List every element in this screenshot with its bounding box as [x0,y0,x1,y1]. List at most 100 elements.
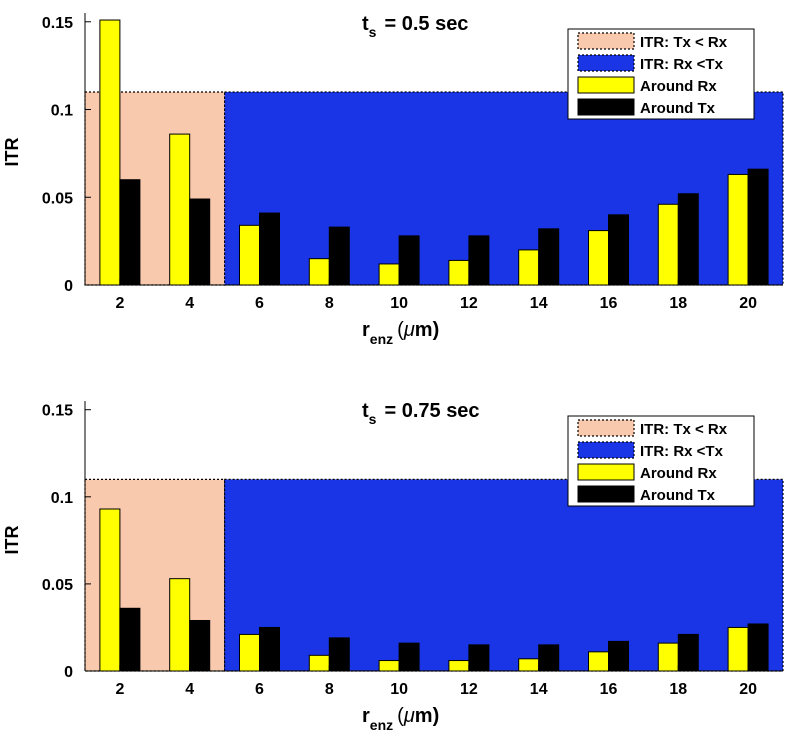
chart-title: ts = 0.75 sec [362,400,480,427]
y-tick-label: 0 [64,664,73,681]
x-tick-label: 8 [325,681,334,698]
xlabel-unit: m) [415,319,439,341]
bar-around-tx-8 [328,226,350,286]
bar-around-rx-12 [448,660,470,672]
legend-swatch-rx-lt-tx [577,54,635,72]
y-tick-label: 0.15 [42,403,73,420]
x-tick-label: 4 [185,295,194,312]
x-tick-label: 14 [530,295,548,312]
bar-around-tx-12 [468,644,490,672]
legend-swatch-around-tx [577,98,635,116]
bar-around-rx-4 [169,578,191,672]
y-axis-label: ITR [2,526,22,555]
region-rx-lt-tx [224,91,784,286]
x-tick-label: 6 [255,681,264,698]
y-ticks: 0 0.05 0.1 0.15 [42,15,91,295]
x-tick-label: 2 [115,681,124,698]
bars [99,508,769,672]
xlabel-subscript: enz [370,717,393,733]
bar-around-rx-14 [518,249,540,286]
bar-around-tx-14 [538,644,560,672]
bar-around-rx-8 [308,654,330,672]
legend-label-rx-lt-tx: ITR: Rx <Tx [640,56,724,73]
legend-swatch-tx-lt-rx [577,419,635,437]
bar-around-rx-16 [588,230,609,286]
bar-around-tx-10 [398,235,420,286]
x-tick-label: 16 [600,295,618,312]
legend-label-rx-lt-tx: ITR: Rx <Tx [640,443,724,460]
xlabel-paren: ( [397,705,404,727]
title-subscript: s [369,411,377,427]
x-tick-label: 10 [390,295,408,312]
bar-around-tx-16 [608,214,629,286]
bar-around-rx-20 [727,173,749,286]
title-rest: = 0.5 sec [384,13,468,35]
x-tick-label: 6 [255,295,264,312]
y-tick-label: 0 [64,278,73,295]
x-tick-label: 20 [739,681,757,698]
bar-around-rx-18 [657,203,679,286]
background-regions [84,478,784,672]
axes: 0 0.05 0.1 0.15 2 4 6 8 10 12 14 16 18 20 [42,401,783,698]
legend-label-around-rx: Around Rx [640,465,717,482]
bar-around-tx-20 [747,623,769,672]
x-tick-label: 2 [115,295,124,312]
bar-around-rx-2 [99,19,121,286]
bar-around-rx-14 [518,658,540,672]
chart-bottom: 0 0.05 0.1 0.15 2 4 6 8 10 12 14 16 18 20 ts = 0.75 s… [2,400,784,733]
xlabel-main: r [362,705,370,727]
x-tick-label: 4 [185,681,194,698]
y-axis-label: ITR [2,138,22,167]
legend: ITR: Tx < Rx ITR: Rx <Tx Around Rx Aroun… [567,415,755,507]
bar-around-tx-6 [259,212,280,286]
bar-around-tx-4 [189,619,211,672]
legend-label-around-tx: Around Tx [640,100,716,117]
bar-around-rx-10 [378,660,400,672]
xlabel-paren: ( [397,319,404,341]
legend-swatch-tx-lt-rx [577,32,635,50]
x-tick-label: 12 [460,681,478,698]
bar-around-rx-8 [308,258,330,286]
x-ticks: 2 4 6 8 10 12 14 16 18 20 [115,665,757,698]
x-tick-label: 16 [600,681,618,698]
bar-around-tx-8 [328,637,350,672]
y-tick-label: 0.05 [42,190,73,207]
x-tick-label: 14 [530,681,548,698]
title-main: t [362,400,369,422]
xlabel-unit: m) [415,705,439,727]
title-main: t [362,13,369,35]
x-tick-label: 18 [669,681,687,698]
x-tick-label: 20 [739,295,757,312]
y-tick-label: 0.1 [51,490,73,507]
xlabel-mu: μ [403,319,415,341]
x-axis-label: renz (μm) [362,319,439,347]
bar-around-tx-10 [398,642,420,672]
background-regions [84,91,784,286]
legend-label-around-tx: Around Tx [640,487,716,504]
title-subscript: s [369,24,377,40]
x-tick-label: 10 [390,681,408,698]
legend-swatch-around-tx [577,485,635,503]
x-tick-label: 12 [460,295,478,312]
bar-around-tx-18 [677,633,699,672]
x-tick-label: 8 [325,295,334,312]
bar-around-tx-6 [259,626,280,672]
legend-swatch-around-rx [577,76,635,94]
bar-around-rx-2 [99,508,121,672]
y-tick-label: 0.1 [51,103,73,120]
bar-around-rx-4 [169,133,191,286]
bar-around-tx-14 [538,228,560,286]
bar-around-rx-18 [657,642,679,672]
legend-swatch-around-rx [577,463,635,481]
legend-swatch-rx-lt-tx [577,441,635,459]
legend-label-tx-lt-rx: ITR: Tx < Rx [640,34,728,51]
chart-top: 0 0.05 0.1 0.15 2 4 6 8 10 12 14 16 18 20 ts = 0.5 se… [2,13,784,347]
bar-around-rx-6 [239,224,260,286]
bar-around-rx-10 [378,263,400,286]
bar-around-tx-2 [119,607,141,672]
xlabel-mu: μ [403,705,415,727]
y-ticks: 0 0.05 0.1 0.15 [42,403,91,681]
x-tick-label: 18 [669,295,687,312]
title-rest: = 0.75 sec [384,400,479,422]
